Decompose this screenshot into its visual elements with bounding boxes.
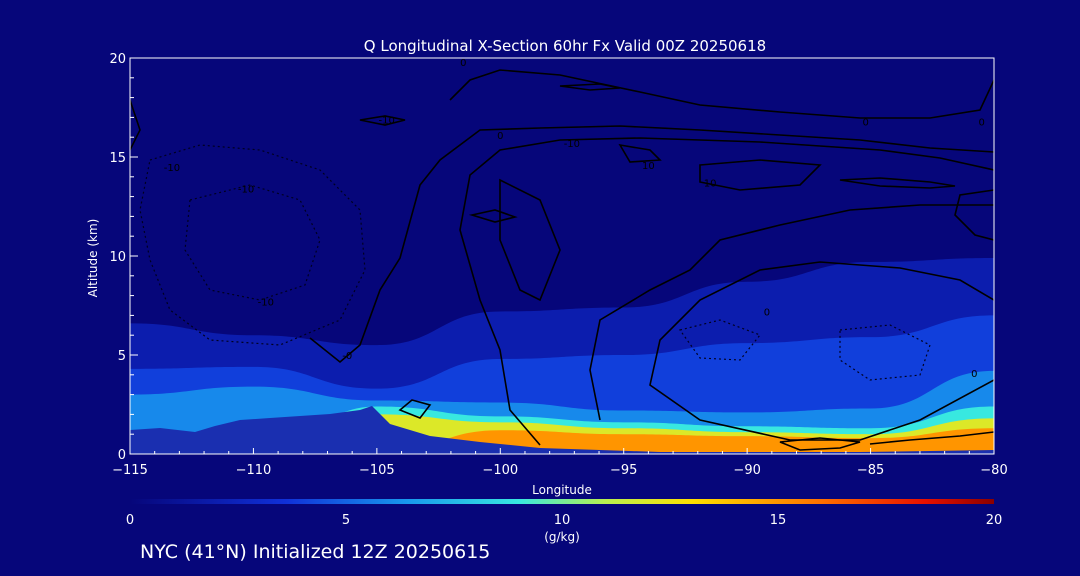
dotted-contour-line — [839, 324, 931, 381]
x-axis-label: Longitude — [532, 483, 592, 497]
x-tick-label: −115 — [112, 463, 148, 478]
colorbar-tick-label: 5 — [342, 513, 350, 528]
contour-line — [309, 125, 994, 364]
colorbar-tick-label: 10 — [554, 513, 571, 528]
colorbar-ticks: 0 5 10 15 20 — [126, 513, 1002, 528]
contour-label: 0 — [460, 58, 466, 69]
contour-line — [449, 69, 994, 119]
contour-line — [839, 177, 956, 189]
dotted-contour-lines — [139, 144, 931, 381]
colorbar-tick-label: 15 — [770, 513, 787, 528]
contour-line — [130, 99, 141, 151]
contour-lines — [130, 69, 994, 451]
contour-line — [559, 83, 621, 91]
colorbar-tick-label: 20 — [986, 513, 1003, 528]
colorbar-tick-label: 0 — [126, 513, 134, 528]
contour-line — [589, 204, 994, 421]
y-tick-label: 10 — [109, 250, 126, 265]
x-tick-label: −95 — [610, 463, 637, 478]
y-tick-label: 5 — [118, 349, 126, 364]
contour-line — [699, 159, 822, 191]
contour-line — [649, 261, 994, 441]
moisture-layer — [130, 428, 994, 454]
dotted-contour-line — [184, 184, 321, 301]
y-tick-label: 0 — [118, 448, 126, 463]
x-tick-label: −110 — [236, 463, 272, 478]
x-tick-label: −85 — [857, 463, 884, 478]
contour-label: -10 — [164, 163, 180, 174]
contour-label: -0 — [342, 351, 352, 362]
x-tick-label: −90 — [733, 463, 760, 478]
y-tick-label: 15 — [109, 151, 126, 166]
contour-line — [398, 399, 432, 419]
colorbar — [130, 499, 994, 504]
contour-line — [459, 137, 994, 446]
contour-label: 0 — [497, 131, 503, 142]
contour-line — [779, 437, 861, 451]
contour-line — [954, 189, 994, 241]
contour-line — [618, 143, 662, 163]
y-axis: 0 5 10 15 20 — [109, 52, 138, 463]
contour-label: 0 — [978, 117, 984, 128]
contour-label: -10 — [564, 139, 580, 150]
y-tick-label: 20 — [109, 52, 126, 67]
x-tick-label: −105 — [359, 463, 395, 478]
contour-line — [869, 431, 994, 445]
contour-label: 0 — [764, 307, 770, 318]
contour-labels: 0 0 0 0 -10 -10 -10 -10 10 10 -10 -0 0 0 — [164, 58, 985, 380]
contour-line — [499, 178, 561, 302]
contour-label: -10 — [379, 115, 395, 126]
x-axis: −115 −110 −105 −100 −95 −90 −85 −80 — [112, 448, 1008, 478]
dotted-contour-line — [678, 319, 761, 361]
chart-title: Q Longitudinal X-Section 60hr Fx Valid 0… — [364, 37, 766, 55]
contour-label: 10 — [704, 179, 717, 190]
contour-label: -10 — [238, 185, 254, 196]
contour-label: 0 — [971, 369, 977, 380]
contour-label: 10 — [642, 161, 655, 172]
y-axis-label: Altitude (km) — [86, 219, 100, 298]
contour-label: 0 — [862, 117, 868, 128]
x-tick-label: −80 — [980, 463, 1007, 478]
terrain — [130, 406, 994, 454]
init-info: NYC (41°N) Initialized 12Z 20250615 — [140, 541, 491, 563]
contour-line — [468, 209, 518, 223]
contour-label: -10 — [258, 298, 274, 309]
colorbar-label: (g/kg) — [544, 530, 580, 544]
contour-line — [359, 115, 406, 126]
x-tick-label: −100 — [482, 463, 518, 478]
